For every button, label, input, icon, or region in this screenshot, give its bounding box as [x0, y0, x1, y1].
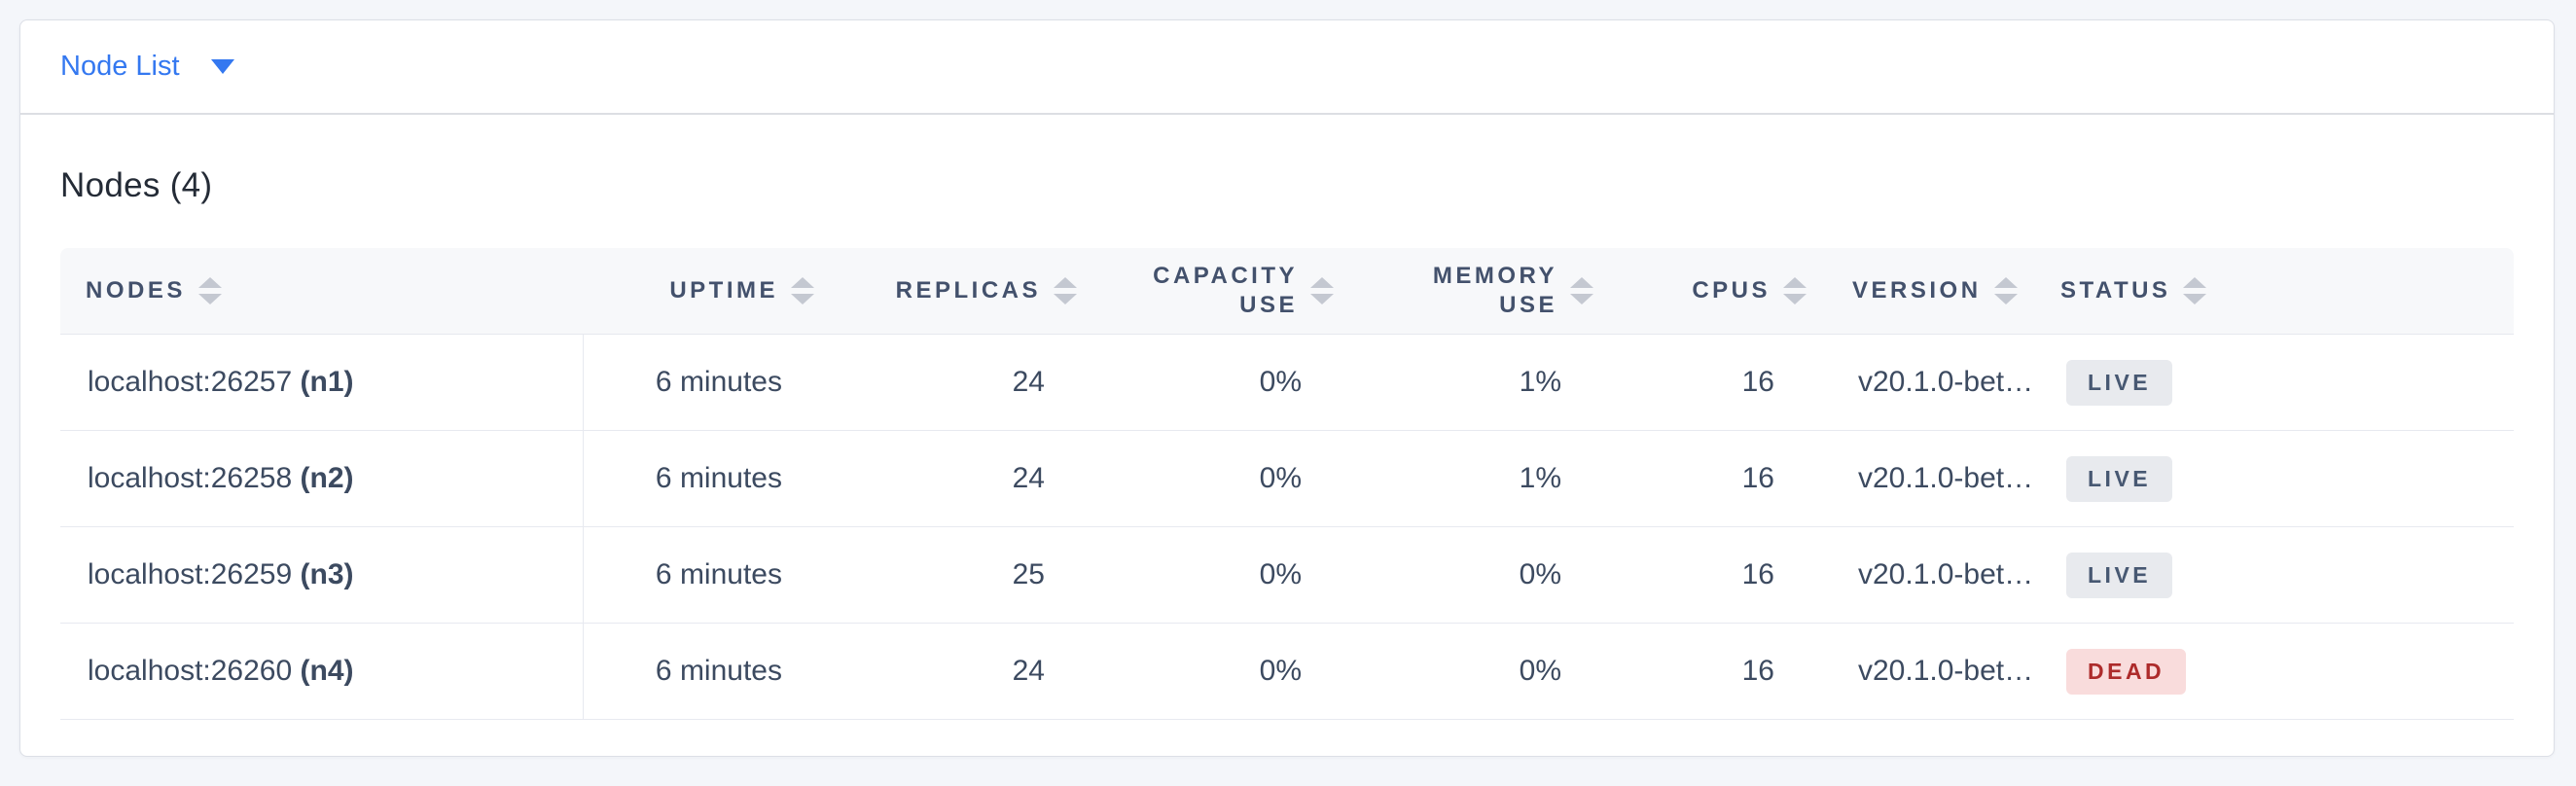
- node-id: (n1): [300, 366, 354, 398]
- cell-version: v20.1.0-bet…: [1827, 431, 2035, 527]
- sort-icon: [2182, 276, 2207, 305]
- cell-capacity_use: 0%: [1097, 527, 1354, 624]
- cell-version: v20.1.0-bet…: [1827, 527, 2035, 624]
- table-row[interactable]: localhost:26259 (n3) 6 minutes 25 0% 0% 16 v20…: [60, 527, 2514, 624]
- cell-status: LIVE: [2035, 527, 2514, 624]
- column-header-version[interactable]: VERSION: [1827, 248, 2035, 335]
- view-switcher-bar: Node List: [20, 20, 2554, 115]
- sort-icon: [790, 276, 815, 305]
- column-header-status[interactable]: STATUS: [2035, 248, 2514, 335]
- cell-replicas: 24: [835, 431, 1097, 527]
- status-badge: LIVE: [2066, 359, 2173, 406]
- nodes-table: NODES UPTIME REPLICAS CAPACITY USE MEMORY US…: [60, 248, 2514, 720]
- column-label: STATUS: [2060, 277, 2171, 304]
- cell-node: localhost:26260 (n4): [60, 624, 584, 720]
- node-id: (n2): [300, 462, 354, 494]
- cell-uptime: 6 minutes: [584, 335, 835, 431]
- cell-cpus: 16: [1614, 527, 1827, 624]
- column-header-capacity_use[interactable]: CAPACITY USE: [1097, 248, 1354, 335]
- cell-cpus: 16: [1614, 624, 1827, 720]
- cell-cpus: 16: [1614, 335, 1827, 431]
- column-label: VERSION: [1852, 277, 1982, 304]
- cell-uptime: 6 minutes: [584, 431, 835, 527]
- cell-memory_use: 1%: [1354, 431, 1614, 527]
- table-header-row: NODES UPTIME REPLICAS CAPACITY USE MEMORY US…: [60, 248, 2514, 335]
- status-badge: DEAD: [2066, 648, 2187, 695]
- column-label: MEMORY USE: [1432, 263, 1557, 318]
- cell-memory_use: 0%: [1354, 527, 1614, 624]
- node-id: (n4): [300, 655, 354, 687]
- card-body: Nodes (4) NODES UPTIME REPLICAS CAPACITY US…: [20, 165, 2554, 720]
- cell-node: localhost:26259 (n3): [60, 527, 584, 624]
- cell-status: LIVE: [2035, 431, 2514, 527]
- cell-replicas: 25: [835, 527, 1097, 624]
- cell-uptime: 6 minutes: [584, 624, 835, 720]
- column-header-uptime[interactable]: UPTIME: [584, 248, 835, 335]
- cell-version: v20.1.0-bet…: [1827, 624, 2035, 720]
- cell-status: LIVE: [2035, 335, 2514, 431]
- cell-uptime: 6 minutes: [584, 527, 835, 624]
- column-label: UPTIME: [669, 277, 778, 304]
- cell-node: localhost:26258 (n2): [60, 431, 584, 527]
- node-address: localhost:26258: [88, 462, 301, 494]
- cell-replicas: 24: [835, 335, 1097, 431]
- table-body: localhost:26257 (n1) 6 minutes 24 0% 1% 16 v20…: [60, 335, 2514, 720]
- sort-icon: [1053, 276, 1078, 305]
- caret-down-icon: [210, 59, 234, 74]
- column-label: CAPACITY USE: [1153, 263, 1298, 318]
- cell-capacity_use: 0%: [1097, 624, 1354, 720]
- column-header-cpus[interactable]: CPUS: [1614, 248, 1827, 335]
- column-header-memory_use[interactable]: MEMORY USE: [1354, 248, 1614, 335]
- sort-icon: [1309, 276, 1335, 305]
- cell-version: v20.1.0-bet…: [1827, 335, 2035, 431]
- dropdown-label: Node List: [60, 51, 180, 82]
- status-badge: LIVE: [2066, 455, 2173, 502]
- cell-status: DEAD: [2035, 624, 2514, 720]
- node-address: localhost:26257: [88, 366, 301, 398]
- cell-cpus: 16: [1614, 431, 1827, 527]
- column-label: NODES: [86, 277, 186, 304]
- cell-capacity_use: 0%: [1097, 335, 1354, 431]
- sort-icon: [197, 276, 223, 305]
- cell-replicas: 24: [835, 624, 1097, 720]
- sort-icon: [1569, 276, 1594, 305]
- cell-memory_use: 0%: [1354, 624, 1614, 720]
- cell-capacity_use: 0%: [1097, 431, 1354, 527]
- column-header-replicas[interactable]: REPLICAS: [835, 248, 1097, 335]
- node-id: (n3): [300, 558, 354, 590]
- column-header-node[interactable]: NODES: [60, 248, 584, 335]
- cell-memory_use: 1%: [1354, 335, 1614, 431]
- node-address: localhost:26260: [88, 655, 301, 687]
- node-list-card: Node List Nodes (4) NODES UPTIME REPLICAS C…: [19, 19, 2555, 757]
- sort-icon: [1993, 276, 2019, 305]
- column-label: CPUS: [1692, 277, 1771, 304]
- table-row[interactable]: localhost:26257 (n1) 6 minutes 24 0% 1% 16 v20…: [60, 335, 2514, 431]
- node-list-dropdown[interactable]: Node List: [60, 53, 234, 81]
- column-label: REPLICAS: [895, 277, 1041, 304]
- table-row[interactable]: localhost:26258 (n2) 6 minutes 24 0% 1% 16 v20…: [60, 431, 2514, 527]
- node-address: localhost:26259: [88, 558, 301, 590]
- sort-icon: [1782, 276, 1807, 305]
- page-title: Nodes (4): [60, 166, 213, 204]
- status-badge: LIVE: [2066, 552, 2173, 598]
- cell-node: localhost:26257 (n1): [60, 335, 584, 431]
- table-row[interactable]: localhost:26260 (n4) 6 minutes 24 0% 0% 16 v20…: [60, 624, 2514, 720]
